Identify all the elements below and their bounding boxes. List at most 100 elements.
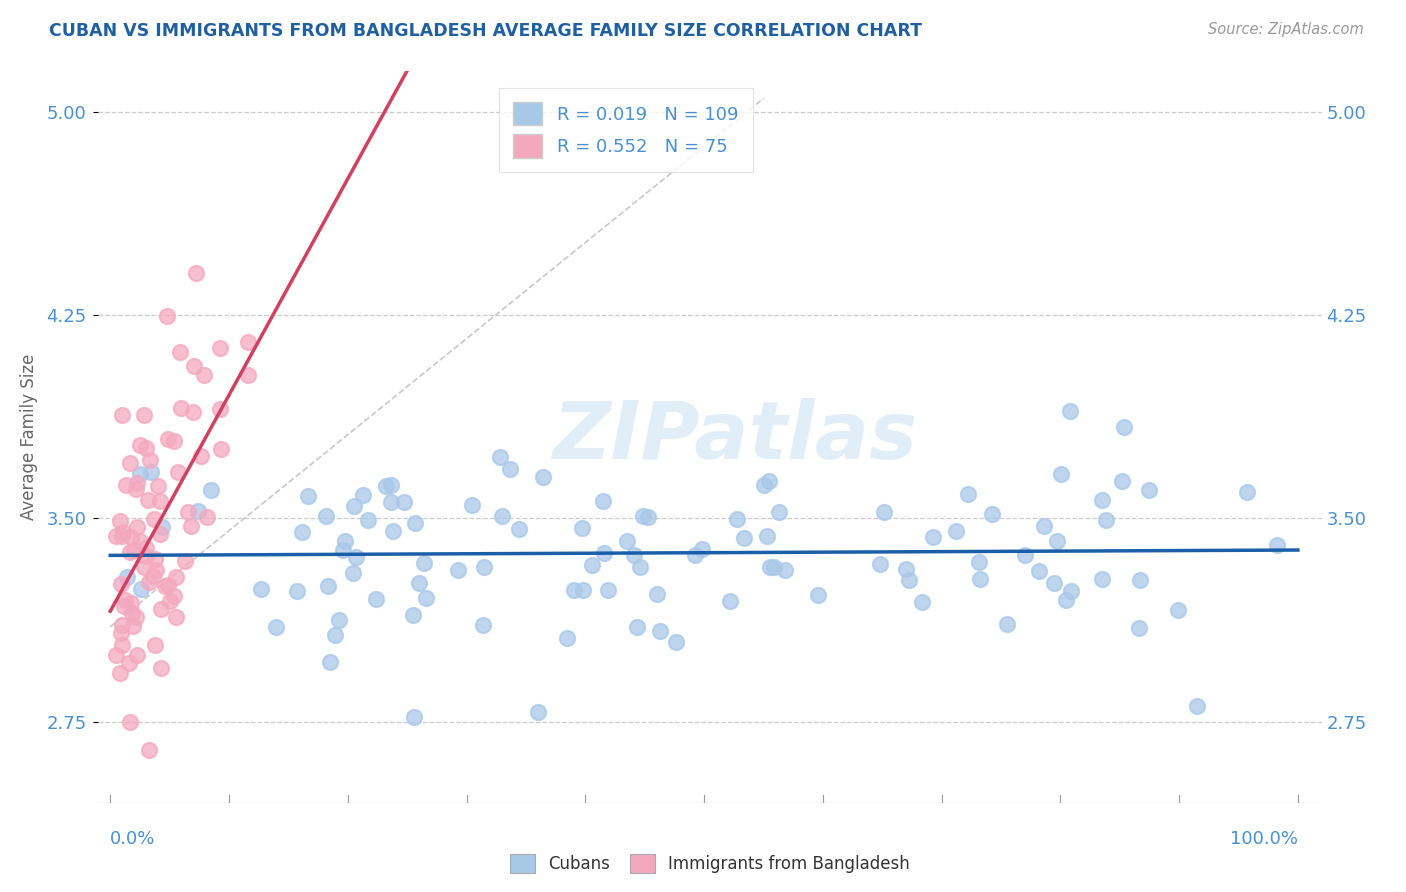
Point — [898, 573, 921, 587]
Point — [1265, 538, 1288, 552]
Point — [645, 587, 668, 601]
Point — [112, 599, 135, 613]
Point — [139, 465, 162, 479]
Point — [291, 525, 314, 540]
Point — [773, 563, 796, 577]
Point — [200, 483, 222, 498]
Point — [472, 559, 495, 574]
Point — [135, 541, 157, 556]
Point — [115, 478, 138, 492]
Point — [150, 519, 173, 533]
Point — [969, 572, 991, 586]
Point — [157, 578, 180, 592]
Point — [352, 488, 374, 502]
Point — [156, 310, 179, 324]
Point — [120, 457, 142, 471]
Point — [690, 542, 713, 557]
Point — [1236, 485, 1258, 500]
Point — [209, 442, 232, 456]
Text: 0.0%: 0.0% — [110, 830, 156, 848]
Point — [555, 631, 578, 645]
Point — [357, 513, 380, 527]
Text: CUBAN VS IMMIGRANTS FROM BANGLADESH AVERAGE FAMILY SIZE CORRELATION CHART: CUBAN VS IMMIGRANTS FROM BANGLADESH AVER… — [49, 22, 922, 40]
Point — [980, 507, 1002, 521]
Point — [127, 648, 149, 663]
Point — [762, 560, 785, 574]
Point — [297, 489, 319, 503]
Point — [956, 486, 979, 500]
Point — [108, 665, 131, 680]
Point — [163, 434, 186, 449]
Point — [628, 560, 651, 574]
Point — [110, 625, 132, 640]
Point — [138, 743, 160, 757]
Point — [382, 524, 405, 539]
Point — [873, 505, 896, 519]
Point — [665, 635, 688, 649]
Point — [111, 408, 134, 422]
Point — [135, 549, 157, 563]
Point — [118, 656, 141, 670]
Point — [143, 552, 166, 566]
Point — [122, 543, 145, 558]
Point — [149, 494, 172, 508]
Point — [1050, 467, 1073, 481]
Point — [129, 438, 152, 452]
Point — [995, 617, 1018, 632]
Point — [1059, 404, 1081, 418]
Point — [190, 449, 212, 463]
Point — [186, 266, 208, 280]
Point — [1091, 493, 1114, 508]
Point — [408, 575, 430, 590]
Point — [134, 560, 156, 574]
Point — [415, 591, 437, 605]
Point — [894, 562, 917, 576]
Point — [315, 508, 337, 523]
Point — [149, 661, 172, 675]
Point — [725, 512, 748, 526]
Point — [1114, 420, 1136, 434]
Point — [170, 401, 193, 415]
Point — [111, 524, 134, 539]
Point — [637, 510, 659, 524]
Point — [153, 579, 176, 593]
Text: Source: ZipAtlas.com: Source: ZipAtlas.com — [1208, 22, 1364, 37]
Point — [945, 524, 967, 539]
Point — [145, 563, 167, 577]
Point — [193, 368, 215, 382]
Point — [105, 648, 128, 663]
Point — [120, 544, 142, 558]
Point — [181, 405, 204, 419]
Point — [1033, 518, 1056, 533]
Point — [650, 624, 672, 639]
Point — [922, 530, 945, 544]
Point — [402, 710, 425, 724]
Point — [1014, 549, 1036, 563]
Point — [374, 479, 396, 493]
Point — [209, 342, 232, 356]
Point — [596, 583, 619, 598]
Point — [380, 478, 402, 492]
Legend: Cubans, Immigrants from Bangladesh: Cubans, Immigrants from Bangladesh — [503, 847, 917, 880]
Point — [129, 533, 152, 548]
Point — [285, 583, 308, 598]
Point — [402, 608, 425, 623]
Point — [756, 528, 779, 542]
Point — [562, 583, 585, 598]
Point — [491, 508, 513, 523]
Point — [1045, 534, 1067, 549]
Point — [1095, 513, 1118, 527]
Point — [1128, 621, 1150, 635]
Point — [581, 558, 603, 573]
Point — [1043, 576, 1066, 591]
Point — [115, 570, 138, 584]
Point — [758, 474, 780, 488]
Point — [592, 494, 614, 508]
Point — [333, 534, 356, 549]
Point — [209, 402, 232, 417]
Point — [139, 453, 162, 467]
Point — [236, 368, 259, 383]
Point — [120, 597, 142, 611]
Point — [122, 618, 145, 632]
Point — [364, 591, 387, 606]
